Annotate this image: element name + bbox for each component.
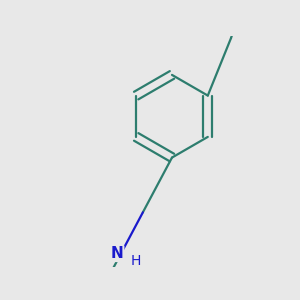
Text: N: N xyxy=(111,246,124,261)
Text: H: H xyxy=(130,254,141,268)
